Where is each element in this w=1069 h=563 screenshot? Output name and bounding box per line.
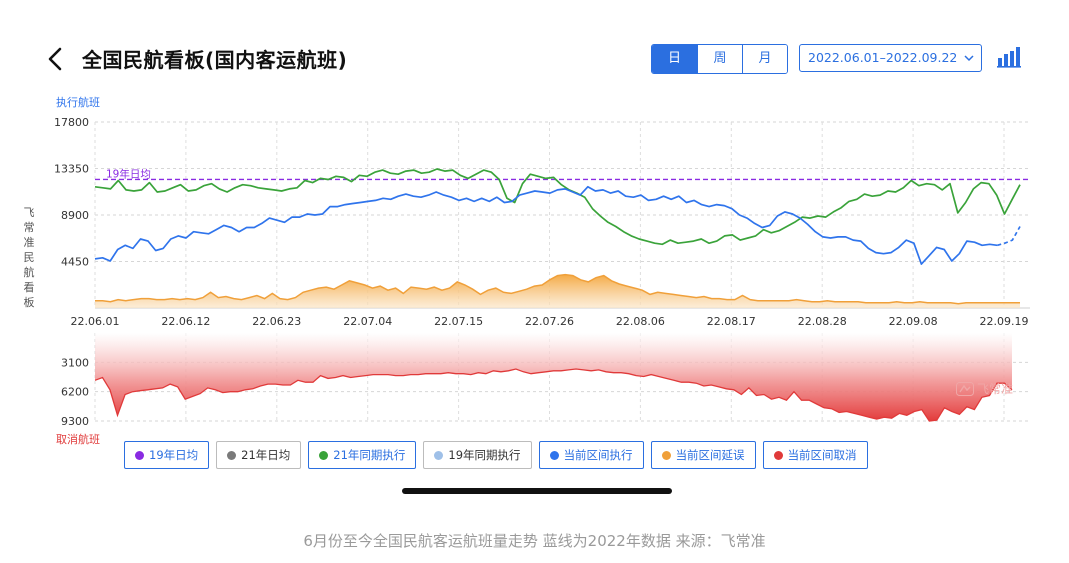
series-line-delay — [95, 273, 1020, 305]
legend-dot — [549, 450, 559, 460]
legend-label: 21年同期执行 — [333, 448, 406, 462]
bottom-y-tick-label: 6200 — [61, 386, 89, 399]
x-tick-label: 22.06.01 — [71, 315, 120, 328]
date-range-dropdown[interactable]: 2022.06.01–2022.09.22 — [799, 44, 982, 72]
legend-21-daily-avg[interactable]: 21年日均 — [216, 441, 302, 469]
x-tick-label: 22.08.28 — [798, 315, 847, 328]
legend-label: 19年同期执行 — [448, 448, 521, 462]
watermark: 飞常准 — [956, 380, 1013, 397]
period-month-tab[interactable]: 月 — [742, 45, 787, 73]
legend-21-same-period[interactable]: 21年同期执行 — [308, 441, 417, 469]
series-line-2021-same-period — [94, 168, 1021, 246]
series-line-current-executed — [94, 185, 998, 265]
top-y-tick-label: 17800 — [54, 116, 89, 129]
legend-dot — [434, 450, 444, 460]
period-day-tab[interactable]: 日 — [652, 45, 697, 73]
x-tick-label: 22.07.15 — [434, 315, 483, 328]
x-tick-label: 22.08.06 — [616, 315, 665, 328]
legend-label: 19年日均 — [149, 448, 199, 462]
top-y-tick-label: 13350 — [54, 163, 89, 176]
period-segmented-control: 日 周 月 — [651, 44, 788, 74]
bottom-y-tick-label: 9300 — [61, 415, 89, 428]
page-title: 全国民航看板(国内客运航班) — [82, 48, 348, 72]
chevron-left-icon[interactable] — [44, 46, 68, 72]
period-week-tab[interactable]: 周 — [697, 45, 742, 73]
legend-label: 当前区间执行 — [563, 448, 633, 462]
figure-caption: 6月份至今全国民航客运航班量走势 蓝线为2022年数据 来源：飞常准 — [303, 532, 766, 550]
home-indicator — [402, 488, 672, 494]
x-tick-label: 22.06.12 — [161, 315, 210, 328]
legend-dot — [135, 450, 144, 460]
date-range-value: 2022.06.01–2022.09.22 — [808, 50, 958, 65]
x-tick-label: 22.09.19 — [980, 315, 1029, 328]
x-tick-label: 22.09.08 — [889, 315, 938, 328]
legend-dot — [227, 450, 237, 460]
top-y-axis-title: 执行航班 — [56, 95, 100, 109]
legend-label: 当前区间取消 — [787, 448, 857, 462]
reference-line-label: 19年日均 — [106, 167, 151, 180]
top-y-tick-label: 8900 — [61, 209, 89, 222]
chart-legend: 19年日均 21年日均 21年同期执行 19年同期执行 当前区间执行 当前区间延… — [124, 441, 868, 469]
top-y-tick-label: 4450 — [61, 256, 89, 269]
legend-dot — [661, 450, 671, 460]
x-tick-label: 22.07.26 — [525, 315, 574, 328]
feichangzhun-logo-icon — [956, 381, 974, 396]
x-tick-label: 22.08.17 — [707, 315, 756, 328]
legend-19-daily-avg[interactable]: 19年日均 — [124, 441, 210, 469]
bar-chart-icon[interactable] — [996, 46, 1022, 68]
side-title: 飞常准民航看板 — [23, 206, 35, 309]
legend-label: 当前区间延误 — [675, 448, 745, 462]
series-line-cancelled — [94, 368, 1013, 422]
series-line-current-executed-projection — [997, 226, 1021, 247]
legend-dot — [773, 450, 783, 460]
bottom-y-tick-label: 3100 — [61, 356, 89, 369]
x-tick-label: 22.07.04 — [343, 315, 392, 328]
chart-card — [16, 26, 1060, 502]
bottom-y-axis-title: 取消航班 — [56, 432, 100, 446]
legend-current-executed[interactable]: 当前区间执行 — [538, 441, 644, 469]
chevron-down-icon — [964, 55, 974, 62]
legend-dot — [319, 450, 329, 460]
legend-current-delayed[interactable]: 当前区间延误 — [650, 441, 756, 469]
legend-19-same-period[interactable]: 19年同期执行 — [423, 441, 532, 469]
x-tick-label: 22.06.23 — [252, 315, 301, 328]
series-area-delay — [95, 274, 1020, 308]
watermark-text: 飞常准 — [977, 382, 1014, 396]
legend-label: 21年日均 — [241, 448, 291, 462]
series-area-cancelled — [95, 333, 1012, 421]
legend-current-cancelled[interactable]: 当前区间取消 — [762, 441, 868, 469]
